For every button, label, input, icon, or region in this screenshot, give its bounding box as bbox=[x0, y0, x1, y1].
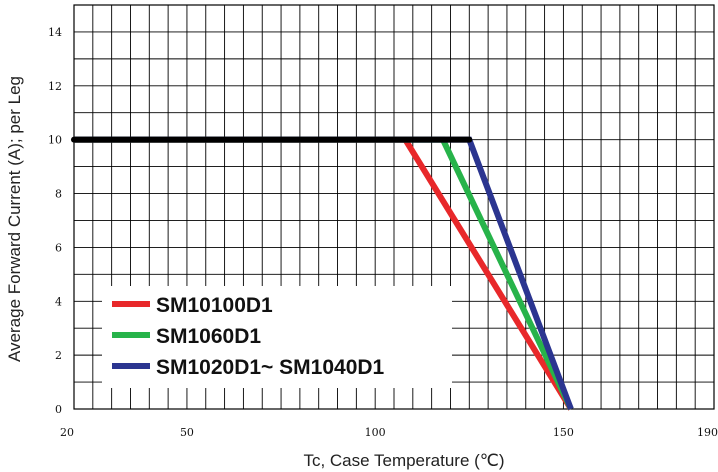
y-tick-labels: 0 2 4 6 8 10 12 14 bbox=[48, 26, 62, 416]
y-tick-label: 8 bbox=[55, 188, 62, 201]
x-tick-label: 100 bbox=[365, 426, 386, 439]
legend-label: SM1020D1~ SM1040D1 bbox=[156, 356, 385, 379]
x-tick-label: 150 bbox=[553, 426, 574, 439]
legend-background bbox=[102, 286, 452, 388]
y-tick-label: 14 bbox=[48, 26, 62, 39]
y-tick-label: 4 bbox=[55, 295, 62, 308]
y-tick-label: 0 bbox=[55, 403, 62, 416]
x-axis-title: Tc, Case Temperature (℃) bbox=[303, 451, 504, 470]
legend-label: SM1060D1 bbox=[156, 325, 261, 348]
y-tick-label: 10 bbox=[48, 134, 62, 147]
legend-label: SM10100D1 bbox=[156, 294, 273, 317]
x-tick-label: 50 bbox=[180, 426, 194, 439]
legend: SM10100D1 SM1060D1 SM1020D1~ SM1040D1 bbox=[102, 286, 452, 388]
x-tick-label: 190 bbox=[697, 426, 718, 439]
y-axis-title: Average Forward Current (A); per Leg bbox=[5, 76, 24, 362]
x-tick-labels: 20 50 100 150 190 bbox=[60, 426, 718, 439]
series-lines bbox=[71, 136, 574, 411]
y-tick-label: 12 bbox=[48, 80, 62, 93]
y-tick-label: 2 bbox=[55, 349, 62, 362]
y-tick-label: 6 bbox=[55, 241, 62, 254]
plot-frame bbox=[73, 4, 715, 410]
x-tick-label: 20 bbox=[60, 426, 74, 439]
